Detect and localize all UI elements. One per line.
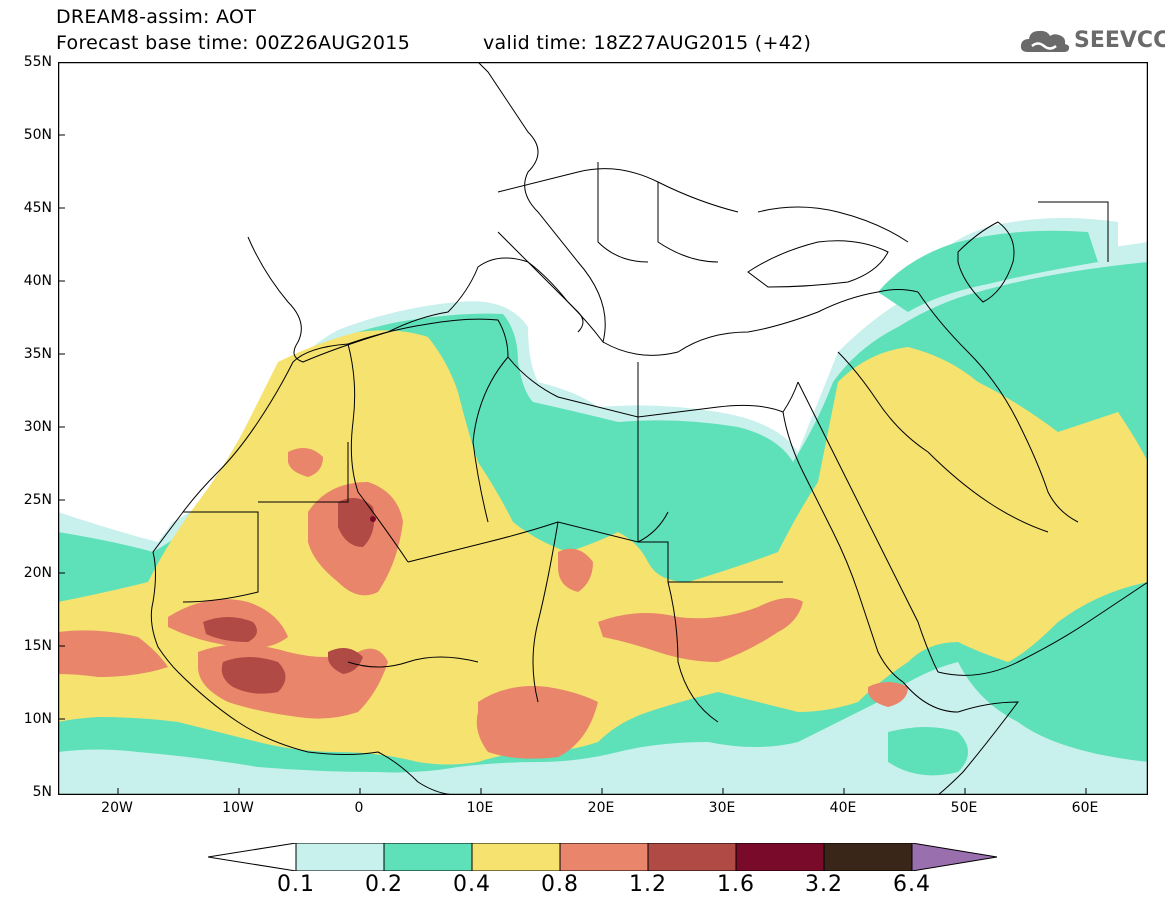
lon-label: 20W (101, 800, 133, 816)
lat-label: 50N (23, 127, 52, 143)
colorbar-segment (295, 843, 385, 871)
map-border (58, 62, 1148, 795)
coastlines (150, 62, 1148, 795)
colorbar-label: 0.2 (365, 872, 403, 897)
lat-label: 55N (23, 54, 52, 70)
colorbar-segment (559, 843, 649, 871)
colorbar-upper-arrow (911, 843, 998, 871)
colorbar-label: 1.6 (717, 872, 755, 897)
lat-label: 20N (23, 565, 52, 581)
colorbar-lower-arrow (208, 843, 297, 871)
colorbar-label: 0.4 (453, 872, 491, 897)
colorbar-segment (823, 843, 913, 871)
colorbar-label: 1.2 (629, 872, 667, 897)
lat-label: 35N (23, 346, 52, 362)
colorbar-segment (383, 843, 473, 871)
lat-label: 40N (23, 273, 52, 289)
lat-label: 45N (23, 200, 52, 216)
lat-label: 5N (32, 784, 52, 800)
map-title: DREAM8-assim: AOT (56, 6, 257, 28)
colorbar-label: 6.4 (893, 872, 931, 897)
colorbar-segment (647, 843, 737, 871)
lon-label: 60E (1071, 800, 1099, 816)
colorbar (208, 843, 998, 871)
aot-level-5 (203, 498, 375, 694)
lon-label: 0 (354, 800, 364, 816)
lon-label: 50E (950, 800, 978, 816)
lat-label: 15N (23, 638, 52, 654)
lat-label: 30N (23, 419, 52, 435)
colorbar-segment (735, 843, 825, 871)
colorbar-label: 0.1 (277, 872, 315, 897)
seevccc-logo: SEEVCCC (1018, 24, 1165, 58)
lon-label: 10E (466, 800, 494, 816)
colorbar-label: 3.2 (805, 872, 843, 897)
logo-text: SEEVCCC (1074, 28, 1165, 53)
lat-label: 25N (23, 492, 52, 508)
lon-label: 40E (829, 800, 857, 816)
forecast-base-time: Forecast base time: 00Z26AUG2015 (56, 32, 411, 54)
aot-map (58, 62, 1148, 795)
lon-label: 20E (587, 800, 615, 816)
colorbar-segment (471, 843, 561, 871)
lat-label: 10N (23, 711, 52, 727)
cloud-icon (1020, 30, 1070, 52)
frame-ticks (58, 134, 1087, 795)
lon-label: 30E (708, 800, 736, 816)
aot-level-6 (370, 516, 376, 522)
colorbar-label: 0.8 (541, 872, 579, 897)
lon-label: 10W (222, 800, 254, 816)
valid-time: valid time: 18Z27AUG2015 (+42) (483, 32, 812, 54)
